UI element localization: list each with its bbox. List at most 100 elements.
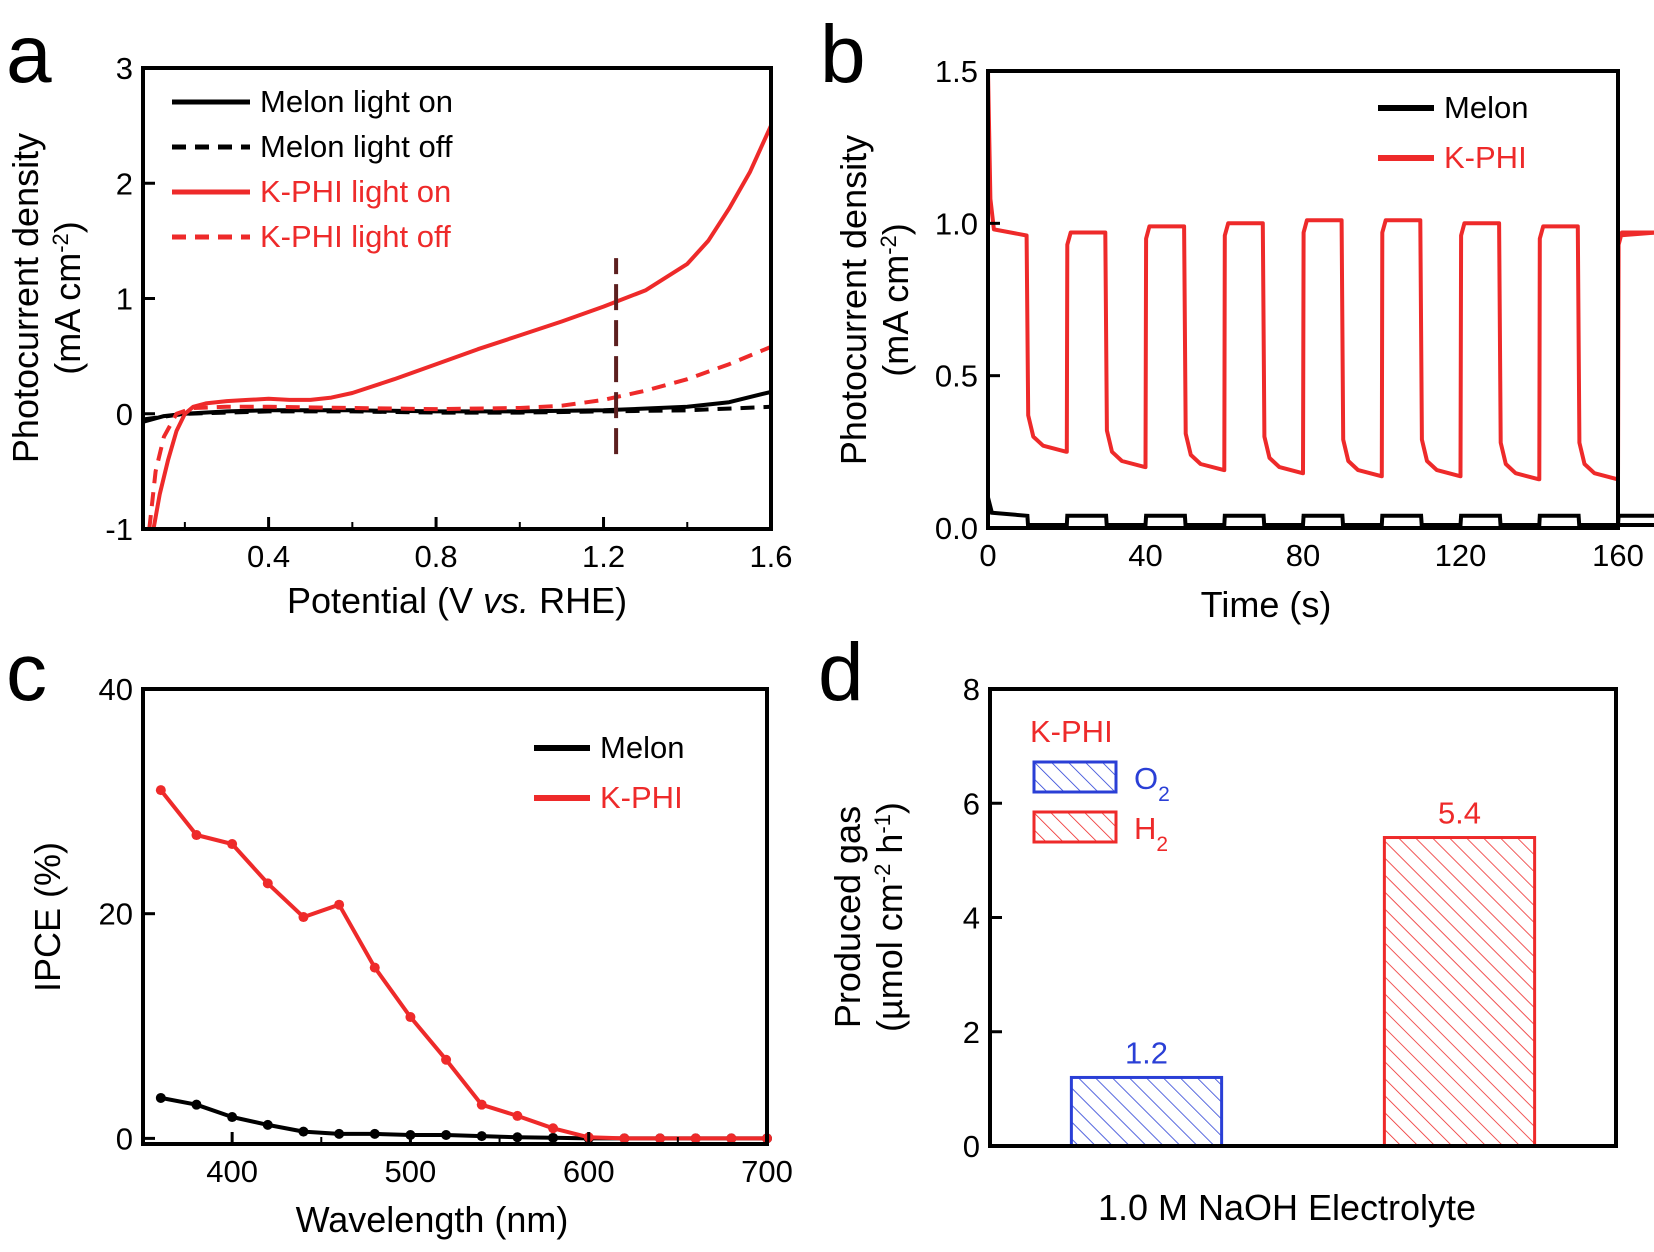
- panel-b-x-axis-title: Time (s): [1201, 584, 1332, 625]
- panel-b-legend: Melon K-PHI: [1378, 90, 1528, 175]
- panel-d-bar-value-label: 5.4: [1438, 796, 1481, 831]
- panel-a-series-4: [147, 345, 772, 530]
- panel-c-point: [298, 1126, 309, 1137]
- panel-a-x-tick-label: 0.8: [415, 539, 458, 574]
- panel-a-y-tick-label: 1: [116, 282, 133, 317]
- panel-b-x-tick-label: 120: [1435, 538, 1487, 573]
- panel-c-frame: [141, 687, 769, 1146]
- panel-b-y-tick-label: 1.5: [935, 54, 978, 89]
- panel-a-y-tick-label: 2: [116, 166, 133, 201]
- panel-a-series-group: [142, 124, 773, 530]
- panel-c-point: [655, 1133, 666, 1144]
- panel-d-bar-o2: [1069, 1075, 1224, 1148]
- panel-c-point: [298, 912, 309, 923]
- panel-c-x-tick-label: 400: [206, 1154, 258, 1189]
- panel-a-frame: [141, 66, 773, 531]
- panel-b-ticks: 0 40 80 120 160 0.0 0.5 1.0 1.5: [935, 54, 1644, 573]
- panel-letter-a: a: [6, 9, 52, 100]
- panel-c-point: [548, 1123, 559, 1134]
- svg-text:(mA cm-2): (mA cm-2): [47, 221, 88, 375]
- panel-b-legend-label: Melon: [1444, 90, 1528, 125]
- panel-d-chart: 1.2 5.4 0 2 4 6 8 1.0 M NaOH Electrolyte Prod…: [827, 672, 1618, 1228]
- panel-a-series-2: [142, 404, 772, 422]
- panel-letter-b: b: [820, 9, 866, 100]
- panel-c-point: [369, 1128, 380, 1139]
- panel-d-y-axis-title: Produced gas (µmol cm-2 h-1): [827, 802, 910, 1032]
- panel-d-bar-h2: [1382, 836, 1537, 1148]
- panel-c-y-axis-title: IPCE (%): [27, 842, 68, 992]
- panel-c-point: [548, 1132, 559, 1143]
- panel-a-chart: 0.4 0.8 1.2 1.6 -1 0 1 2 3 Potential (V vs. RHE)…: [5, 51, 793, 621]
- panel-c-point: [155, 785, 166, 796]
- panel-c-point: [155, 1092, 166, 1103]
- panel-d-legend-title: K-PHI: [1030, 714, 1113, 749]
- panel-d-series-group: 1.2 5.4: [1069, 796, 1537, 1148]
- panel-d-legend-label: O2: [1134, 761, 1170, 806]
- panel-c-point: [476, 1099, 487, 1110]
- panel-b-x-tick-label: 40: [1128, 538, 1162, 573]
- panel-c-x-tick-label: 500: [385, 1154, 437, 1189]
- panel-a-ticks: 0.4 0.8 1.2 1.6 -1 0 1 2 3: [105, 51, 792, 574]
- panel-c-series-k-phi: [159, 788, 767, 1141]
- panel-a-legend-label: K-PHI light off: [260, 219, 451, 254]
- panel-b-series-melon: [986, 497, 1654, 527]
- panel-b-x-tick-label: 0: [979, 538, 996, 573]
- panel-b-frame: [986, 69, 1620, 530]
- panel-b-y-tick-label: 0.0: [935, 511, 978, 546]
- panel-a-y-tick-label: -1: [105, 512, 133, 547]
- panel-b-y-tick-label: 1.0: [935, 206, 978, 241]
- panel-c-point: [441, 1054, 452, 1065]
- panel-a-y-tick-label: 3: [116, 51, 133, 86]
- panel-a-x-tick-label: 1.2: [582, 539, 625, 574]
- panel-c-legend-label: K-PHI: [600, 780, 683, 815]
- panel-c-point: [369, 962, 380, 973]
- panel-d-legend-label: H2: [1134, 811, 1168, 856]
- svg-text:Photocurrent density: Photocurrent density: [833, 135, 874, 465]
- panel-b-x-tick-label: 160: [1592, 538, 1644, 573]
- panel-c-point: [227, 839, 238, 850]
- panel-c-point: [512, 1110, 523, 1121]
- panel-c-point: [690, 1133, 701, 1144]
- panel-d-legend: K-PHI O2 H2: [1030, 714, 1170, 856]
- panel-b-chart: 0 40 80 120 160 0.0 0.5 1.0 1.5 Time (s) Photocu…: [833, 54, 1654, 625]
- panel-b-y-axis-title: Photocurrent density (mA cm-2): [833, 135, 916, 465]
- panel-a-legend-label: Melon light off: [260, 129, 453, 164]
- svg-text:Photocurrent density: Photocurrent density: [5, 133, 46, 463]
- panel-c-point: [441, 1130, 452, 1141]
- panel-c-point: [512, 1132, 523, 1143]
- panel-d-y-tick-label: 2: [963, 1015, 980, 1050]
- panel-c-x-axis-title: Wavelength (nm): [296, 1199, 569, 1240]
- svg-text:(mA cm-2): (mA cm-2): [875, 223, 916, 377]
- panel-letter-c: c: [6, 627, 47, 718]
- panel-c-point: [191, 830, 202, 841]
- panel-c-legend: Melon K-PHI: [534, 730, 684, 815]
- panel-c-y-tick-label: 20: [99, 897, 133, 932]
- panel-c-point: [334, 899, 345, 910]
- panel-b-legend-label: K-PHI: [1444, 140, 1527, 175]
- panel-c-y-tick-label: 40: [99, 672, 133, 707]
- panel-a-x-tick-label: 1.6: [749, 539, 792, 574]
- panel-d-y-tick-label: 8: [963, 672, 980, 707]
- panel-b-series-kphi: [986, 70, 1654, 482]
- panel-a-x-tick-label: 0.4: [247, 539, 290, 574]
- panel-c-point: [227, 1112, 238, 1123]
- panel-d-y-tick-label: 0: [963, 1129, 980, 1164]
- panel-letter-d: d: [818, 627, 864, 718]
- panel-d-x-axis-title: 1.0 M NaOH Electrolyte: [1098, 1187, 1476, 1228]
- panel-c-point: [476, 1131, 487, 1142]
- panel-a-y-tick-label: 0: [116, 397, 133, 432]
- panel-d-frame: [988, 687, 1618, 1148]
- panel-c-x-tick-label: 700: [741, 1154, 793, 1189]
- panel-b-y-tick-label: 0.5: [935, 359, 978, 394]
- panel-c-ticks: 400 500 600 700 0 20 40: [99, 672, 793, 1189]
- panel-a-legend-label: Melon light on: [260, 84, 453, 119]
- panel-d-ticks: 0 2 4 6 8: [963, 672, 1002, 1164]
- panel-c-point: [191, 1099, 202, 1110]
- panel-c-point: [405, 1012, 416, 1023]
- panel-c-point: [619, 1133, 630, 1144]
- panel-a-legend-label: K-PHI light on: [260, 174, 451, 209]
- panel-d-y-tick-label: 4: [963, 901, 980, 936]
- svg-text:(µmol cm-2 h-1): (µmol cm-2 h-1): [869, 802, 910, 1032]
- panel-a-legend: Melon light on Melon light off K-PHI light…: [172, 84, 453, 254]
- panel-c-point: [262, 1119, 273, 1130]
